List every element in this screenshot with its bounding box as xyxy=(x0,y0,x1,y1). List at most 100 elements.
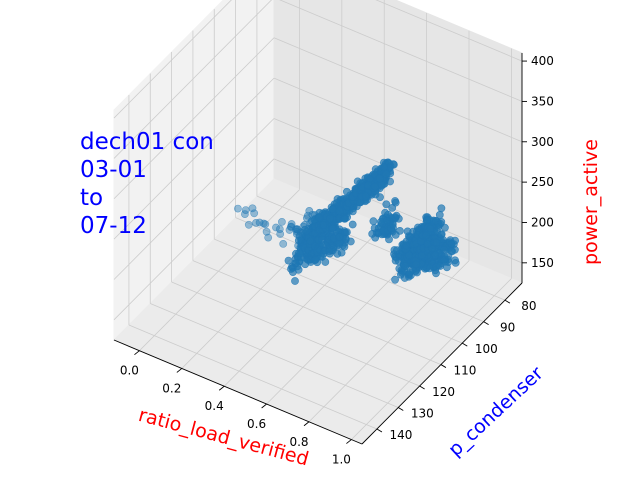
grid-x-floor-4 xyxy=(308,260,470,423)
title-line-3: to xyxy=(80,185,103,211)
grid-z-back-3 xyxy=(273,37,523,143)
grid-x-floor-2 xyxy=(223,224,385,387)
x-axis-line xyxy=(113,339,363,445)
x-tick-label-4: 0.8 xyxy=(289,435,308,449)
z-tick-label-2: 250 xyxy=(531,175,554,189)
grid-x-floor-5 xyxy=(351,278,512,440)
data-point-1226 xyxy=(402,241,410,250)
data-point-1050 xyxy=(391,275,399,284)
grid-y-floor-3 xyxy=(192,260,442,365)
data-point-593 xyxy=(386,177,394,186)
data-point-1232 xyxy=(412,260,420,269)
grid-z-back-4 xyxy=(279,0,523,102)
data-point-2 xyxy=(240,210,249,218)
data-point-1023 xyxy=(447,240,456,248)
data-point-1257 xyxy=(437,204,446,213)
y-tick-mark-3 xyxy=(440,364,447,368)
data-point-1297 xyxy=(426,224,435,233)
y-tick-mark-4 xyxy=(419,385,425,390)
data-point-740 xyxy=(328,224,337,233)
grid-y-floor-6 xyxy=(128,324,378,430)
y-tick-label-1: 90 xyxy=(500,321,515,335)
data-point-1341 xyxy=(391,198,400,207)
data-point-602 xyxy=(375,174,384,183)
y-tick-label-6: 140 xyxy=(389,428,412,442)
data-point-41 xyxy=(293,225,302,234)
grid-y-floor-0 xyxy=(256,195,506,301)
grid-z-left-5 xyxy=(113,0,232,119)
data-point-31 xyxy=(287,220,296,228)
z-tick-label-4: 350 xyxy=(531,94,554,108)
data-point-620 xyxy=(291,277,299,285)
data-point-17 xyxy=(279,239,288,248)
data-point-1300 xyxy=(417,251,426,260)
grid-z-left-4 xyxy=(113,0,273,159)
chart-title: dech01 con 03-01 to 07-12 xyxy=(80,129,214,239)
data-point-1301 xyxy=(423,216,431,225)
data-point-1015 xyxy=(451,256,459,265)
data-points xyxy=(233,158,460,285)
data-point-714 xyxy=(321,258,330,266)
title-line-4: 07-12 xyxy=(80,213,147,239)
data-point-762 xyxy=(340,214,349,223)
data-point-1252 xyxy=(404,232,413,240)
data-point-1118 xyxy=(396,270,405,279)
data-point-1136 xyxy=(401,262,410,270)
x-tick-label-3: 0.6 xyxy=(247,417,266,431)
data-point-761 xyxy=(335,233,344,241)
y-tick-mark-1 xyxy=(483,321,489,326)
data-point-238 xyxy=(314,213,323,222)
data-point-3 xyxy=(248,204,257,213)
data-point-698 xyxy=(311,255,320,264)
data-point-527 xyxy=(376,193,384,202)
data-point-12 xyxy=(277,217,286,226)
data-point-583 xyxy=(371,182,379,191)
x-tick-mark-0 xyxy=(134,350,140,356)
z-tick-label-0: 150 xyxy=(531,256,554,270)
x-tick-mark-1 xyxy=(176,368,183,373)
grid-z-back-1 xyxy=(273,118,523,223)
y-tick-label-4: 120 xyxy=(432,385,455,399)
data-point-1362 xyxy=(381,208,389,217)
data-point-1221 xyxy=(405,251,413,260)
data-point-1302 xyxy=(437,217,446,226)
data-point-1291 xyxy=(423,239,432,248)
data-point-1021 xyxy=(444,252,453,260)
data-point-1336 xyxy=(385,235,393,244)
data-point-587 xyxy=(377,180,386,189)
y-tick-label-3: 110 xyxy=(453,364,476,378)
x-axis-label: ratio_load_verified xyxy=(136,404,311,471)
data-point-645 xyxy=(294,265,303,274)
x-tick-label-5: 1.0 xyxy=(332,453,351,467)
data-point-5 xyxy=(250,209,259,218)
data-point-603 xyxy=(380,162,388,171)
grid-y-floor-5 xyxy=(150,303,399,408)
data-point-1003 xyxy=(432,269,440,278)
title-line-1: dech01 con xyxy=(80,129,214,155)
y-tick-mark-0 xyxy=(504,299,511,304)
x-tick-label-1: 0.2 xyxy=(162,381,181,395)
z-tick-label-1: 200 xyxy=(531,216,554,230)
data-point-1014 xyxy=(431,251,439,259)
x-tick-label-0: 0.0 xyxy=(120,364,139,378)
grid-y-floor-2 xyxy=(214,238,463,344)
grid-z-back-2 xyxy=(273,77,523,183)
data-point-11 xyxy=(264,233,273,242)
x-tick-label-2: 0.4 xyxy=(205,399,224,413)
grid-z-back-0 xyxy=(273,158,523,264)
data-point-1298 xyxy=(422,231,430,240)
data-point-684 xyxy=(319,221,328,229)
data-point-4 xyxy=(244,220,253,229)
x-tick-mark-5 xyxy=(346,439,352,444)
data-point-606 xyxy=(284,256,293,265)
data-point-15 xyxy=(275,225,284,233)
grid-z-back-5 xyxy=(375,0,523,62)
data-point-354 xyxy=(335,207,344,215)
z-axis-label: power_active xyxy=(580,139,602,265)
axis-lines xyxy=(113,53,527,445)
data-point-528 xyxy=(361,192,370,200)
z-tick-label-3: 300 xyxy=(531,135,554,149)
data-point-307 xyxy=(326,214,334,223)
